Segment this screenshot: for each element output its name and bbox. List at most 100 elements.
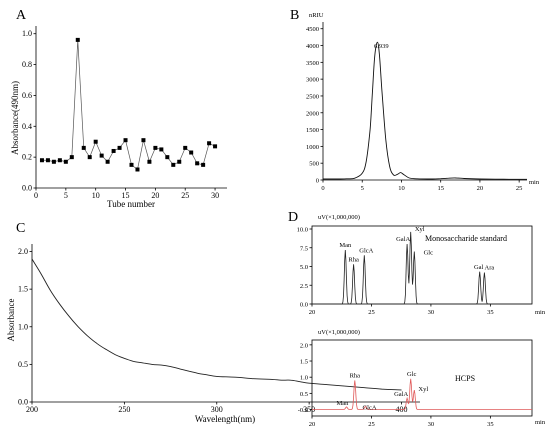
y-tick-label: 2500 xyxy=(306,93,319,100)
panel-b-peak-label: 6.939 xyxy=(374,43,389,50)
y-tick-label: 0.0 xyxy=(300,302,308,309)
data-point xyxy=(183,145,188,150)
plot-frame xyxy=(311,339,533,417)
y-tick-label: 0.5 xyxy=(300,391,308,398)
series-line xyxy=(31,258,402,391)
x-tick-label: 35 xyxy=(487,309,494,316)
data-point xyxy=(201,162,206,167)
y-tick-label: 0 xyxy=(316,178,319,185)
peak-label: GalA xyxy=(394,391,408,398)
panel-a: A Absorbance(490nm) Tube number 0 5 10 15 20… xyxy=(10,8,227,209)
x-tick-label: 5 xyxy=(64,191,68,200)
data-point xyxy=(123,138,128,143)
panel-d-standard: D uV(×1,000,000) Monosaccharide standard… xyxy=(288,210,546,316)
y-tick-label: 1500 xyxy=(306,127,319,134)
y-tick-label: 0.0 xyxy=(18,398,28,407)
panel-c-xlabel: Wavelength(nm) xyxy=(195,414,255,424)
data-point xyxy=(135,167,140,172)
y-tick-label: 4000 xyxy=(306,43,319,50)
panel-d-hcps-plot: 20 25 30 35 -0.0 0.5 1.0 1.5 2.0 Man Rha GlcA GalA Gl… xyxy=(298,339,533,428)
panel-d-hcps-xlabel: min xyxy=(535,419,546,426)
y-tick-label: 2.0 xyxy=(18,247,28,256)
data-point xyxy=(45,158,50,163)
x-tick-label: 25 xyxy=(368,309,375,316)
y-tick-label: 0.0 xyxy=(22,184,32,193)
data-point xyxy=(105,159,110,164)
data-point xyxy=(177,159,182,164)
x-tick-label: 25 xyxy=(368,421,375,428)
data-point xyxy=(189,150,194,155)
data-point xyxy=(51,159,56,164)
data-point xyxy=(129,162,134,167)
peak-label: Man xyxy=(339,242,352,249)
x-tick-label: 35 xyxy=(487,421,494,428)
data-point xyxy=(93,139,98,144)
panel-letter-b: B xyxy=(290,8,299,23)
peak-label: Xyl xyxy=(418,386,428,393)
panel-c-plot: 200 250 300 350 4000.00.51.01.52.0 xyxy=(18,244,420,414)
peak-label: GlcA xyxy=(362,404,376,411)
peak-label: Gal xyxy=(474,264,484,271)
y-tick-label: 1000 xyxy=(306,144,319,151)
y-tick-label: 3000 xyxy=(306,77,319,84)
x-tick-label: 10 xyxy=(398,185,405,192)
panel-d-hcps: uV(×1,000,000) HCPS min 20 25 30 35 -0.0 0.5 1… xyxy=(298,329,546,428)
panel-d-hcps-title: HCPS xyxy=(455,374,475,383)
x-tick-label: 30 xyxy=(211,191,219,200)
y-tick-label: 0.2 xyxy=(22,153,32,162)
peak-label: Glc xyxy=(407,371,417,378)
panel-b-plot: 0 5 10 15 20 25 0 500 1000 1500 2000 2500 3000 3500 40… xyxy=(306,22,528,192)
panel-letter-d: D xyxy=(288,210,298,225)
panel-a-ylabel: Absorbance(490nm) xyxy=(10,81,20,155)
y-tick-label: 3500 xyxy=(306,60,319,67)
y-tick-label: 1.0 xyxy=(18,322,28,331)
chromatogram-line xyxy=(312,231,532,305)
x-tick-label: 0 xyxy=(321,185,324,192)
data-point xyxy=(39,158,44,163)
panel-c: C Absorbance Wavelength(nm) 200 250 300 350… xyxy=(6,221,420,424)
y-tick-label: 2.5 xyxy=(300,283,308,290)
panel-a-xlabel: Tube number xyxy=(107,199,155,209)
y-tick-label: 0.4 xyxy=(22,122,32,131)
x-tick-label: 300 xyxy=(211,405,223,414)
panel-b-xlabel: min xyxy=(529,179,540,186)
y-tick-label: 0.8 xyxy=(22,60,32,69)
panel-letter-a: A xyxy=(16,8,27,23)
panel-b-unit-label: nRIU xyxy=(309,12,324,19)
data-point xyxy=(195,161,200,166)
x-tick-label: 10 xyxy=(92,191,100,200)
data-point xyxy=(147,159,152,164)
y-tick-label: 5.0 xyxy=(300,264,308,271)
panel-d-standard-xlabel: min xyxy=(535,309,546,316)
y-tick-label: 1.0 xyxy=(300,375,308,382)
x-tick-label: 20 xyxy=(477,185,484,192)
x-tick-label: 0 xyxy=(34,191,38,200)
peak-label: Man xyxy=(337,400,350,407)
data-point xyxy=(87,155,92,160)
data-point xyxy=(99,153,104,158)
x-tick-label: 15 xyxy=(437,185,444,192)
panel-a-plot: 0 5 10 15 20 25 30 0.0 0.2 0.4 0.6 0.8 1.0 xyxy=(22,26,227,200)
data-point xyxy=(57,158,62,163)
x-tick-label: 20 xyxy=(151,191,159,200)
y-tick-label: 4500 xyxy=(306,26,319,33)
x-tick-label: 20 xyxy=(309,421,316,428)
y-tick-label: 500 xyxy=(309,161,319,168)
x-tick-label: 5 xyxy=(361,185,364,192)
y-tick-label: 2000 xyxy=(306,110,319,117)
y-tick-label: 7.5 xyxy=(300,245,308,252)
y-tick-label: -0.0 xyxy=(298,407,308,414)
peak-label: Ara xyxy=(485,265,495,272)
peak-label: Rha xyxy=(350,372,361,379)
panel-c-ylabel: Absorbance xyxy=(6,299,16,342)
peak-label: Rha xyxy=(348,256,359,263)
data-point xyxy=(165,155,170,160)
data-point xyxy=(207,141,212,146)
x-tick-label: 20 xyxy=(309,309,316,316)
peak-label: Glc xyxy=(424,250,434,257)
data-point xyxy=(159,147,164,152)
data-point xyxy=(153,145,158,150)
x-tick-label: 350 xyxy=(303,405,315,414)
x-tick-label: 15 xyxy=(122,191,130,200)
